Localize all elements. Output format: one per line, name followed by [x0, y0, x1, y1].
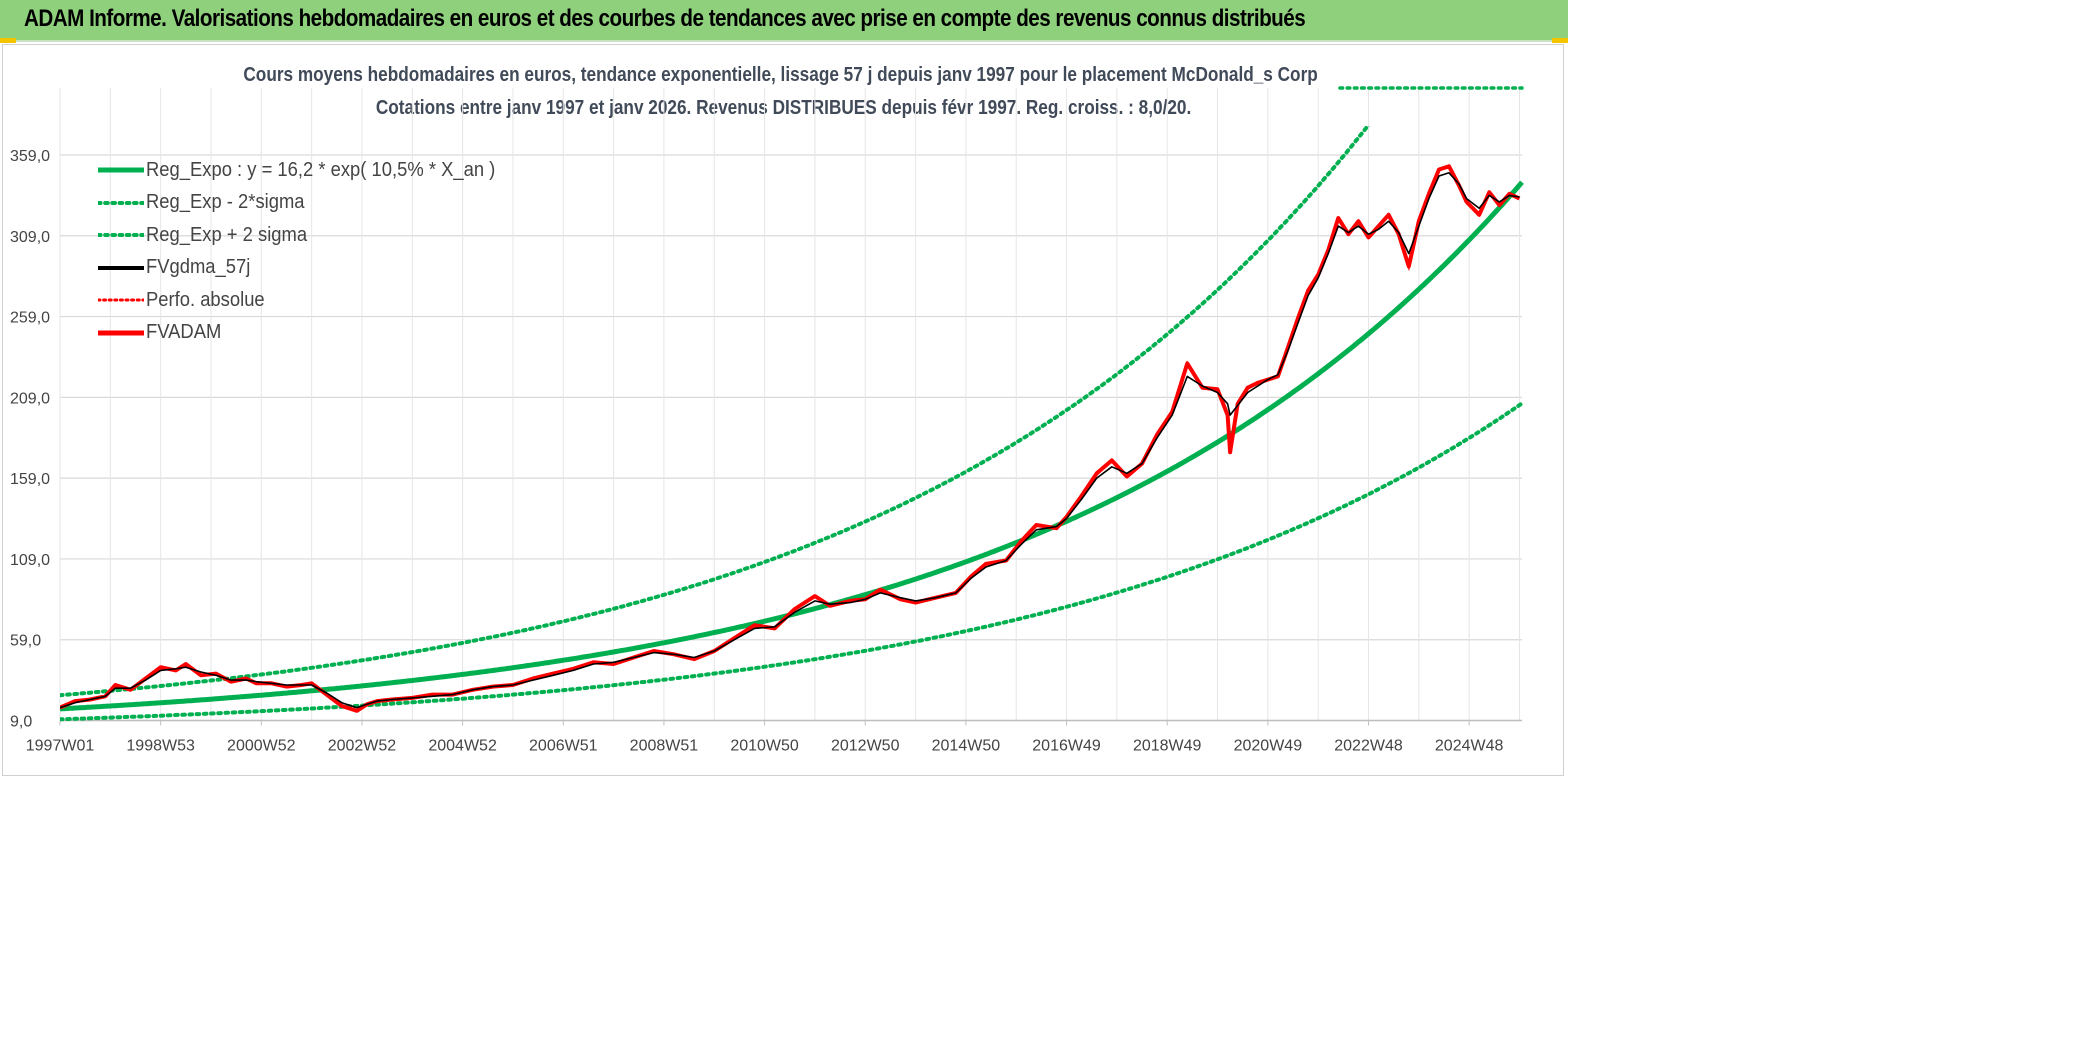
- legend-label-fvgdma: FVgdma_57j: [146, 256, 251, 279]
- chart-plot: 9,0 59,0 109,0 159,0 209,0 259,0 309,0 359,0 199…: [10, 86, 1524, 755]
- y-tick-label: 209,0: [10, 390, 50, 407]
- x-tick-label: 2000W52: [227, 738, 296, 755]
- x-tick-label: 2022W48: [1334, 738, 1403, 755]
- chart-legend: Reg_Expo : y = 16,2 * exp( 10,5% * X_an …: [98, 154, 526, 349]
- x-tick-label: 2024W48: [1435, 738, 1504, 755]
- x-tick-label: 2002W52: [328, 738, 397, 755]
- x-tick-label: 2018W49: [1133, 738, 1202, 755]
- legend-item-perfo: Perfo. absolue: [98, 284, 526, 317]
- legend-item-fvadam: FVADAM: [98, 317, 526, 350]
- legend-item-fvgdma: FVgdma_57j: [98, 252, 526, 285]
- y-tick-label: 159,0: [10, 471, 50, 488]
- legend-swatch-solid-green: [98, 167, 144, 173]
- legend-item-reg-exp-plus: Reg_Exp + 2 sigma: [98, 219, 526, 252]
- legend-swatch-dotted-green: [98, 200, 144, 205]
- legend-swatch-dotted-green: [98, 233, 144, 238]
- legend-label-perfo: Perfo. absolue: [146, 288, 265, 311]
- y-tick-label: 359,0: [10, 148, 50, 165]
- x-tick-label: 2012W50: [831, 738, 900, 755]
- legend-swatch-solid-black: [98, 265, 144, 270]
- y-tick-label: 109,0: [10, 552, 50, 569]
- x-tick-label: 2004W52: [428, 738, 497, 755]
- legend-swatch-dotted-red: [98, 298, 144, 302]
- x-tick-label: 1997W01: [26, 738, 95, 755]
- legend-label-fvadam: FVADAM: [146, 321, 222, 344]
- corner-accent-left: [0, 38, 16, 43]
- legend-label-reg-exp-plus: Reg_Exp + 2 sigma: [146, 223, 308, 246]
- x-tick-label: 2016W49: [1032, 738, 1101, 755]
- series-reg-exp-minus-2sigma: [60, 401, 1524, 722]
- report-title: ADAM Informe. Valorisations hebdomadaire…: [24, 5, 1306, 32]
- y-tick-label: 309,0: [10, 229, 50, 246]
- y-tick-label: 9,0: [10, 714, 32, 731]
- chart-title: Cours moyens hebdomadaires en euros, ten…: [243, 64, 1318, 86]
- legend-label-reg-expo: Reg_Expo : y = 16,2 * exp( 10,5% * X_an …: [146, 158, 496, 181]
- chart-frame: [2, 44, 1564, 776]
- x-tick-label: 2008W51: [630, 738, 699, 755]
- legend-item-reg-expo: Reg_Expo : y = 16,2 * exp( 10,5% * X_an …: [98, 154, 526, 187]
- x-tick-label: 2006W51: [529, 738, 598, 755]
- report-header-bar: ADAM Informe. Valorisations hebdomadaire…: [0, 0, 1568, 42]
- series-fvgdma-57j: [60, 172, 1520, 709]
- y-tick-label: 259,0: [10, 310, 50, 327]
- x-tick-label: 2010W50: [730, 738, 799, 755]
- legend-swatch-solid-red: [98, 330, 144, 336]
- y-tick-label: 59,0: [10, 633, 41, 650]
- corner-accent-right: [1552, 38, 1568, 43]
- chart-subtitle: Cotations entre janv 1997 et janv 2026. …: [375, 97, 1192, 119]
- legend-item-reg-exp-minus: Reg_Exp - 2*sigma: [98, 187, 526, 220]
- x-tick-label: 2020W49: [1234, 738, 1303, 755]
- series-reg-exp-plus-2sigma: [60, 126, 1371, 698]
- legend-label-reg-exp-minus: Reg_Exp - 2*sigma: [146, 191, 305, 214]
- x-tick-label: 2014W50: [932, 738, 1001, 755]
- x-tick-label: 1998W53: [126, 738, 195, 755]
